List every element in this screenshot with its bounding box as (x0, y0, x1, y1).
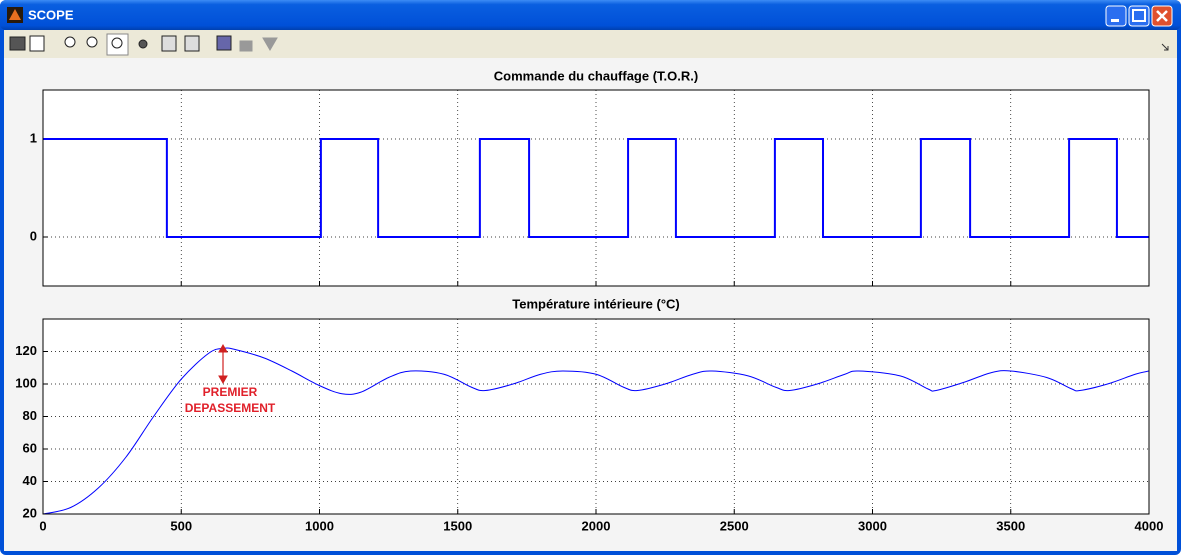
axes-box (42, 89, 1150, 287)
y-tick-label: 20 (23, 505, 37, 520)
y-tick-label: 40 (23, 473, 37, 488)
signal-line (43, 347, 1149, 514)
signal-line (43, 138, 1149, 238)
x-tick-label: 2500 (720, 518, 749, 533)
title-bar (0, 0, 1181, 30)
y-tick-label: 120 (15, 343, 37, 358)
minimize-glyph (1111, 19, 1119, 22)
x-tick-label: 1500 (443, 518, 472, 533)
toolbar (4, 30, 1177, 58)
signal-icon[interactable] (262, 37, 278, 51)
y-tick-label: 1 (30, 130, 37, 145)
x-tick-label: 4000 (1135, 518, 1164, 533)
axes-title: Température intérieure (°C) (512, 296, 680, 311)
x-tick-label: 500 (170, 518, 192, 533)
x-tick-label: 3000 (858, 518, 887, 533)
arrow-head (218, 375, 228, 385)
annotation-arrow (218, 343, 228, 385)
save-axes-icon[interactable] (161, 35, 177, 52)
y-tick-label: 80 (23, 408, 37, 423)
y-tick-label: 0 (30, 228, 37, 243)
y-tick-label: 60 (23, 440, 37, 455)
lock-icon[interactable] (239, 40, 253, 52)
zoom-x-icon[interactable] (86, 36, 98, 48)
x-tick-label: 2000 (582, 518, 611, 533)
window-title: SCOPE (28, 7, 74, 22)
window-buttons (1105, 5, 1173, 27)
annotation-line: DEPASSEMENT (185, 401, 276, 415)
print-icon[interactable] (9, 36, 26, 51)
zoom-icon[interactable] (64, 36, 76, 48)
close-glyph (1156, 10, 1168, 22)
maximize-glyph (1132, 9, 1146, 22)
autoscale-icon[interactable] (138, 39, 148, 49)
zoom-y-icon[interactable] (111, 37, 123, 49)
app-icon-shape (9, 9, 21, 20)
annotation-line: PREMIER (203, 385, 258, 399)
floating-icon[interactable] (216, 35, 232, 51)
x-tick-label: 1000 (305, 518, 334, 533)
axes-title: Commande du chauffage (T.O.R.) (494, 68, 698, 83)
minimize-button[interactable] (1105, 5, 1127, 27)
axes-box (42, 318, 1150, 515)
axes: Température intérieure (°C) 0 500 1000 1500 2… (15, 296, 1163, 533)
plot-area (43, 90, 1149, 286)
toolbar-overflow[interactable] (1161, 43, 1169, 51)
arrow-head (218, 343, 228, 353)
params-icon[interactable] (29, 35, 45, 52)
y-tick-label: 100 (15, 375, 37, 390)
x-tick-label: 3500 (996, 518, 1025, 533)
axes: Commande du chauffage (T.O.R.) 0 1 (30, 68, 1150, 287)
restore-axes-icon[interactable] (184, 35, 200, 52)
x-tick-label: 0 (39, 518, 46, 533)
toolbar-icons (9, 33, 278, 56)
